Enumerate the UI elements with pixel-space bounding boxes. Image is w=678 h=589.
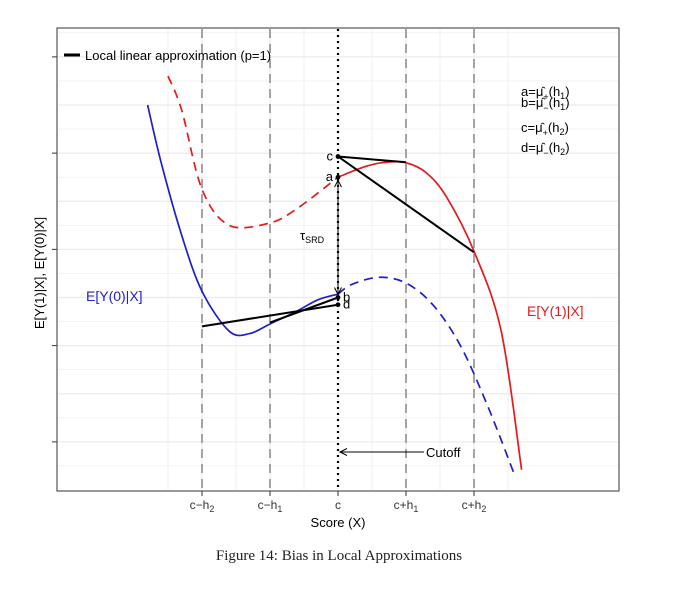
x-axis-label: Score (X): [311, 515, 366, 530]
curves: [146, 75, 523, 476]
curve-y1-observed: [337, 160, 523, 470]
point-a: [335, 174, 341, 180]
point-d: [335, 302, 341, 308]
definition-d: d=μ̂−(h2): [521, 140, 570, 158]
point-marks: [334, 154, 424, 456]
tau-label: τSRD: [300, 228, 325, 245]
curve-y0-observed: [146, 104, 339, 337]
tau-arrowhead-down: [334, 287, 342, 296]
x-tick-label: c−h1: [258, 498, 283, 514]
point-label-b: b: [343, 290, 350, 305]
cutoff-label: Cutoff: [426, 445, 461, 460]
local-linear-line: [337, 155, 407, 164]
local-linear-line: [201, 303, 339, 328]
point-label-a: a: [326, 169, 334, 184]
definition-a: a=μ̂+(h1): [521, 84, 570, 102]
y-axis-label: E[Y(1)|X], E[Y(0)|X]: [32, 217, 47, 329]
definition-c: c=μ̂+(h2): [521, 120, 569, 138]
series-label-y0: E[Y(0)|X]: [86, 288, 143, 304]
definition-b: b=μ̂−(h1): [521, 95, 570, 113]
legend: Local linear approximation (p=1): [64, 48, 271, 63]
figure-caption: Figure 14: Bias in Local Approximations: [215, 548, 463, 564]
x-tick-label: c: [335, 498, 341, 512]
legend-entry: Local linear approximation (p=1): [85, 48, 271, 63]
local-linear-lines: [201, 155, 475, 328]
chart: c−h2 c−h1 c c+h1 c+h2 Local linear approxima…: [32, 27, 620, 530]
curve-y1-counterfactual: [167, 75, 339, 229]
point-label-c: c: [327, 148, 334, 163]
x-tick-label: c+h2: [462, 498, 487, 514]
x-tick-label: c+h1: [394, 498, 419, 514]
point-b: [335, 295, 341, 300]
cutoff-arrowhead: [338, 448, 348, 456]
point-label-d: d: [343, 297, 350, 312]
curve-y0-counterfactual: [337, 276, 516, 476]
axes: c−h2 c−h1 c c+h1 c+h2: [52, 56, 487, 514]
x-tick-label: c−h2: [190, 498, 215, 514]
tau-arrowhead-up: [334, 179, 342, 188]
point-c: [335, 154, 341, 159]
bandwidth-lines: [201, 29, 475, 490]
series-label-y1: E[Y(1)|X]: [527, 303, 584, 319]
local-linear-line: [337, 155, 475, 254]
labels: a b c d τSRD Cutoff E[Y(1)|X] E[Y(0)|X] a=μ̂+(h1…: [86, 84, 584, 460]
